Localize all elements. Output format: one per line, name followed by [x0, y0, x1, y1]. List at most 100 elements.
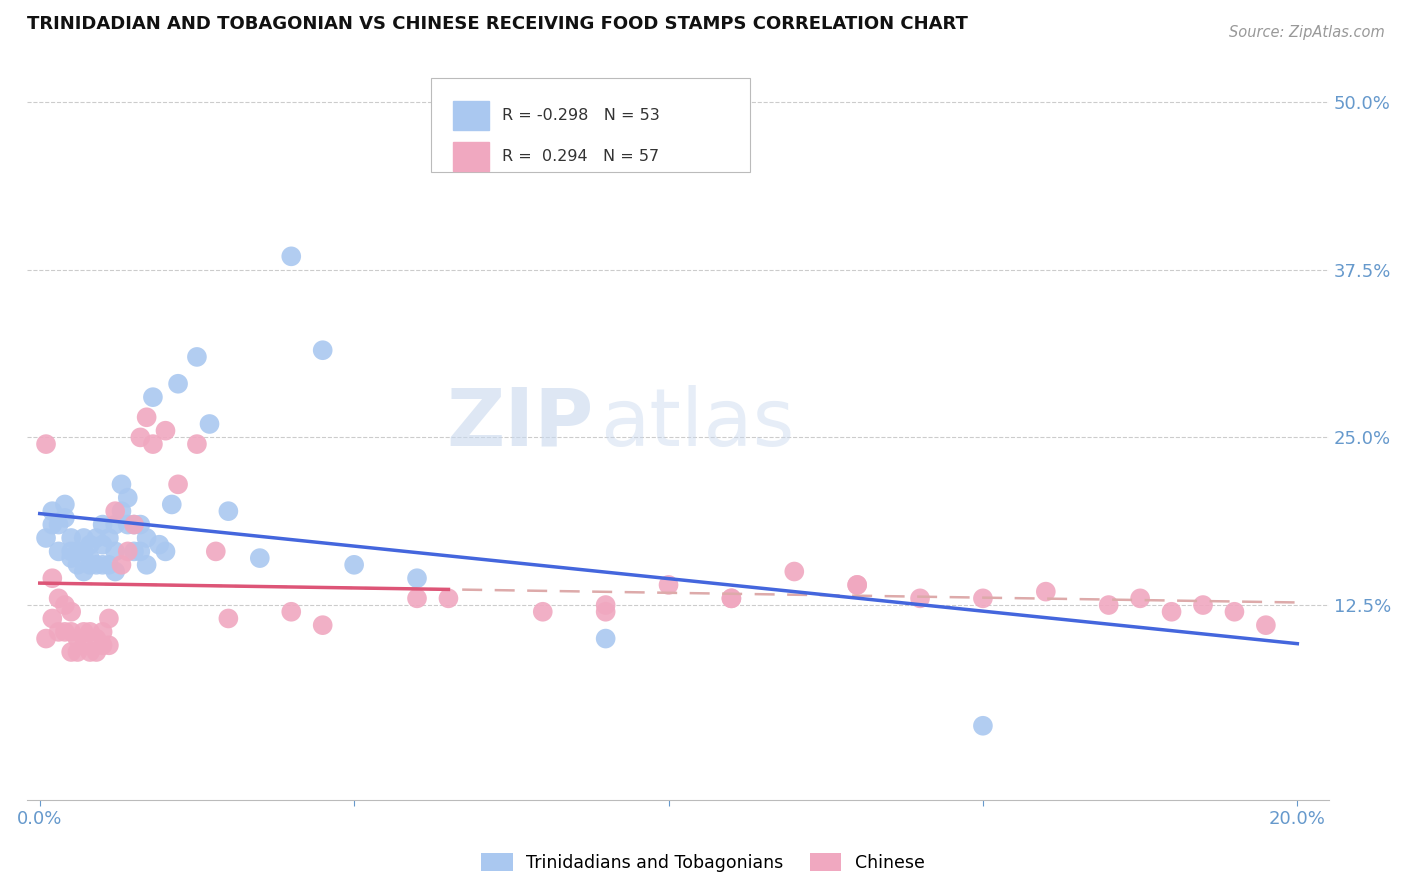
Point	[204, 544, 226, 558]
Point	[657, 578, 679, 592]
Point	[60, 645, 83, 659]
Point	[53, 511, 76, 525]
Point	[86, 632, 108, 646]
Point	[110, 477, 132, 491]
Point	[135, 531, 157, 545]
Point	[60, 605, 83, 619]
Point	[104, 504, 127, 518]
Point	[66, 632, 89, 646]
Text: atlas: atlas	[600, 385, 794, 463]
Point	[97, 558, 120, 572]
Point	[110, 504, 132, 518]
Text: R =  0.294   N = 57: R = 0.294 N = 57	[502, 149, 659, 164]
Point	[53, 624, 76, 639]
Point	[48, 517, 70, 532]
Point	[41, 517, 63, 532]
Point	[155, 544, 177, 558]
Point	[66, 544, 89, 558]
Point	[1035, 584, 1057, 599]
Text: ZIP: ZIP	[446, 385, 593, 463]
Point	[79, 624, 101, 639]
Point	[60, 624, 83, 639]
FancyBboxPatch shape	[430, 78, 749, 172]
Point	[35, 632, 58, 646]
Point	[186, 437, 208, 451]
Point	[41, 504, 63, 518]
Point	[148, 538, 170, 552]
Point	[60, 531, 83, 545]
Point	[91, 517, 114, 532]
Point	[104, 544, 127, 558]
Bar	[453, 143, 489, 171]
Point	[280, 249, 302, 263]
Point	[280, 605, 302, 619]
Point	[595, 598, 617, 612]
Point	[35, 531, 58, 545]
Point	[908, 591, 931, 606]
Point	[91, 558, 114, 572]
Point	[79, 645, 101, 659]
Point	[41, 611, 63, 625]
Point	[972, 719, 994, 733]
Point	[1254, 618, 1277, 632]
Point	[53, 598, 76, 612]
Point	[595, 632, 617, 646]
Point	[48, 624, 70, 639]
Point	[122, 544, 145, 558]
Point	[73, 565, 96, 579]
Point	[783, 565, 806, 579]
Point	[86, 558, 108, 572]
Point	[91, 638, 114, 652]
Point	[1223, 605, 1246, 619]
Point	[167, 477, 190, 491]
Point	[117, 491, 139, 505]
Point	[73, 624, 96, 639]
Point	[142, 437, 165, 451]
Point	[1192, 598, 1215, 612]
Point	[35, 437, 58, 451]
Point	[217, 611, 239, 625]
Point	[720, 591, 742, 606]
Point	[142, 390, 165, 404]
Point	[79, 551, 101, 566]
Point	[160, 498, 183, 512]
Point	[97, 611, 120, 625]
Point	[129, 430, 152, 444]
Point	[846, 578, 869, 592]
Point	[79, 538, 101, 552]
Point	[1160, 605, 1182, 619]
Point	[167, 376, 190, 391]
Point	[595, 605, 617, 619]
Point	[73, 638, 96, 652]
Point	[720, 591, 742, 606]
Point	[129, 544, 152, 558]
Point	[48, 544, 70, 558]
Point	[41, 571, 63, 585]
Point	[312, 343, 335, 358]
Point	[1129, 591, 1152, 606]
Point	[110, 558, 132, 572]
Bar	[453, 101, 489, 129]
Point	[122, 517, 145, 532]
Point	[249, 551, 271, 566]
Point	[1098, 598, 1121, 612]
Point	[135, 410, 157, 425]
Point	[155, 424, 177, 438]
Point	[48, 591, 70, 606]
Point	[91, 538, 114, 552]
Point	[66, 558, 89, 572]
Point	[86, 645, 108, 659]
Point	[217, 504, 239, 518]
Point	[104, 565, 127, 579]
Point	[97, 531, 120, 545]
Point	[122, 517, 145, 532]
Point	[53, 498, 76, 512]
Text: R = -0.298   N = 53: R = -0.298 N = 53	[502, 108, 659, 123]
Point	[66, 645, 89, 659]
Point	[73, 531, 96, 545]
Text: Source: ZipAtlas.com: Source: ZipAtlas.com	[1229, 25, 1385, 40]
Point	[60, 544, 83, 558]
Point	[97, 638, 120, 652]
Point	[73, 544, 96, 558]
Point	[86, 531, 108, 545]
